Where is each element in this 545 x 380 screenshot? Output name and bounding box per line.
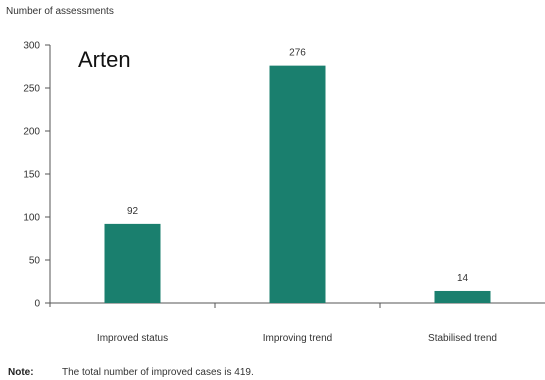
data-label: 92: [127, 206, 139, 217]
y-tick-label: 150: [23, 170, 40, 181]
y-tick-label: 250: [23, 84, 40, 95]
category-label: Improved status: [97, 333, 168, 344]
y-tick-label: 0: [34, 299, 40, 310]
data-label: 276: [289, 48, 306, 59]
y-axis-label: Number of assessments: [6, 6, 114, 17]
category-label: Improving trend: [263, 333, 332, 344]
note-text: The total number of improved cases is 41…: [62, 367, 254, 378]
y-tick-label: 100: [23, 213, 40, 224]
data-label: 14: [457, 273, 469, 284]
inset-title: Arten: [78, 47, 131, 72]
bar: [434, 290, 491, 303]
note-label: Note:: [8, 367, 34, 378]
category-label: Stabilised trend: [428, 333, 497, 344]
bar: [104, 223, 161, 303]
y-tick-label: 300: [23, 41, 40, 52]
y-tick-label: 50: [29, 256, 41, 267]
bars: 92 276 14: [104, 48, 491, 303]
bar: [269, 65, 326, 303]
y-tick-label: 200: [23, 127, 40, 138]
